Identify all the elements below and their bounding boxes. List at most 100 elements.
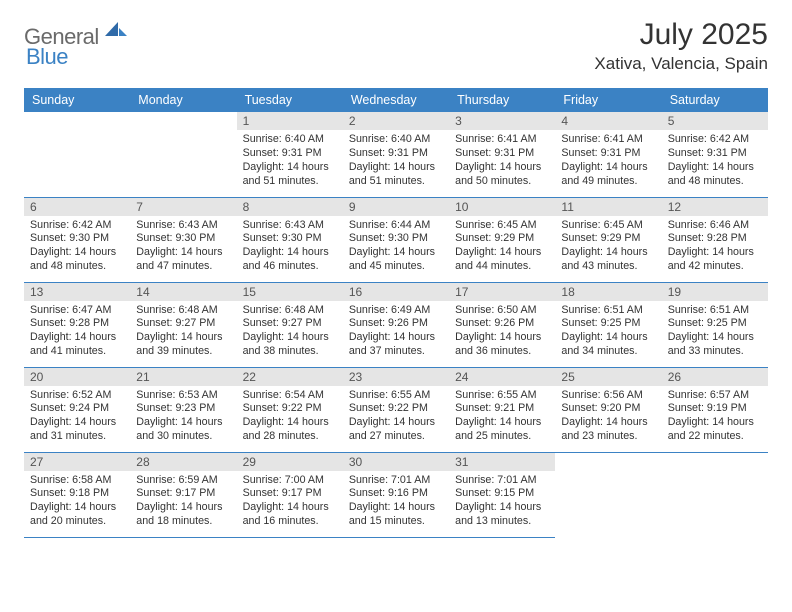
calendar-row: 27 Sunrise: 6:58 AMSunset: 9:18 PMDayligh… xyxy=(24,452,768,537)
day-info: Sunrise: 6:41 AMSunset: 9:31 PMDaylight:… xyxy=(453,133,551,189)
day-cell: 8 Sunrise: 6:43 AMSunset: 9:30 PMDaylight… xyxy=(237,197,343,282)
day-info: Sunrise: 6:43 AMSunset: 9:30 PMDaylight:… xyxy=(241,219,339,275)
calendar-table: SundayMondayTuesdayWednesdayThursdayFrid… xyxy=(24,88,768,538)
day-info: Sunrise: 6:50 AMSunset: 9:26 PMDaylight:… xyxy=(453,304,551,360)
day-cell: 14 Sunrise: 6:48 AMSunset: 9:27 PMDayligh… xyxy=(130,282,236,367)
day-info: Sunrise: 6:45 AMSunset: 9:29 PMDaylight:… xyxy=(453,219,551,275)
day-cell: 29Sunrise: 7:00 AMSunset: 9:17 PMDayligh… xyxy=(237,452,343,537)
day-number: 23 xyxy=(343,368,449,386)
day-cell: 28 Sunrise: 6:59 AMSunset: 9:17 PMDayligh… xyxy=(130,452,236,537)
day-number: 3 xyxy=(449,112,555,130)
day-number: 16 xyxy=(343,283,449,301)
day-cell: 22 Sunrise: 6:54 AMSunset: 9:22 PMDayligh… xyxy=(237,367,343,452)
day-cell: 4 Sunrise: 6:41 AMSunset: 9:31 PMDaylight… xyxy=(555,112,661,197)
day-number: 7 xyxy=(130,198,236,216)
day-number: 26 xyxy=(662,368,768,386)
day-number: 1 xyxy=(237,112,343,130)
column-header: Tuesday xyxy=(237,88,343,112)
column-header: Saturday xyxy=(662,88,768,112)
day-number: 30 xyxy=(343,453,449,471)
day-cell: 20Sunrise: 6:52 AMSunset: 9:24 PMDayligh… xyxy=(24,367,130,452)
day-cell: 25Sunrise: 6:56 AMSunset: 9:20 PMDayligh… xyxy=(555,367,661,452)
brand-word-2: Blue xyxy=(26,44,68,69)
day-info: Sunrise: 6:41 AMSunset: 9:31 PMDaylight:… xyxy=(559,133,657,189)
column-header: Thursday xyxy=(449,88,555,112)
day-cell: 7 Sunrise: 6:43 AMSunset: 9:30 PMDaylight… xyxy=(130,197,236,282)
day-info: Sunrise: 6:48 AMSunset: 9:27 PMDaylight:… xyxy=(134,304,232,360)
day-info: Sunrise: 6:53 AMSunset: 9:23 PMDaylight:… xyxy=(134,389,232,445)
header: General July 2025 Xativa, Valencia, Spai… xyxy=(24,18,768,74)
day-number: 19 xyxy=(662,283,768,301)
day-number: 9 xyxy=(343,198,449,216)
day-number: 25 xyxy=(555,368,661,386)
day-info: Sunrise: 6:42 AMSunset: 9:30 PMDaylight:… xyxy=(28,219,126,275)
day-cell: 30 Sunrise: 7:01 AMSunset: 9:16 PMDayligh… xyxy=(343,452,449,537)
day-cell: 18Sunrise: 6:51 AMSunset: 9:25 PMDayligh… xyxy=(555,282,661,367)
day-cell: 13Sunrise: 6:47 AMSunset: 9:28 PMDayligh… xyxy=(24,282,130,367)
day-info: Sunrise: 6:55 AMSunset: 9:22 PMDaylight:… xyxy=(347,389,445,445)
day-info: Sunrise: 6:43 AMSunset: 9:30 PMDaylight:… xyxy=(134,219,232,275)
day-info: Sunrise: 7:00 AMSunset: 9:17 PMDaylight:… xyxy=(241,474,339,530)
day-number: 4 xyxy=(555,112,661,130)
empty-cell xyxy=(130,112,236,197)
day-cell: 17 Sunrise: 6:50 AMSunset: 9:26 PMDayligh… xyxy=(449,282,555,367)
calendar-row: 20Sunrise: 6:52 AMSunset: 9:24 PMDayligh… xyxy=(24,367,768,452)
day-cell: 16 Sunrise: 6:49 AMSunset: 9:26 PMDayligh… xyxy=(343,282,449,367)
day-number: 31 xyxy=(449,453,555,471)
day-number: 18 xyxy=(555,283,661,301)
day-info: Sunrise: 6:44 AMSunset: 9:30 PMDaylight:… xyxy=(347,219,445,275)
brand-word-2-wrap: Blue xyxy=(26,44,68,70)
day-cell: 10 Sunrise: 6:45 AMSunset: 9:29 PMDayligh… xyxy=(449,197,555,282)
day-number: 28 xyxy=(130,453,236,471)
day-cell: 21 Sunrise: 6:53 AMSunset: 9:23 PMDayligh… xyxy=(130,367,236,452)
day-cell: 1Sunrise: 6:40 AMSunset: 9:31 PMDaylight… xyxy=(237,112,343,197)
day-info: Sunrise: 6:58 AMSunset: 9:18 PMDaylight:… xyxy=(28,474,126,530)
day-info: Sunrise: 6:40 AMSunset: 9:31 PMDaylight:… xyxy=(347,133,445,189)
day-cell: 5Sunrise: 6:42 AMSunset: 9:31 PMDaylight… xyxy=(662,112,768,197)
day-cell: 9 Sunrise: 6:44 AMSunset: 9:30 PMDaylight… xyxy=(343,197,449,282)
column-header: Monday xyxy=(130,88,236,112)
day-number: 15 xyxy=(237,283,343,301)
column-header: Friday xyxy=(555,88,661,112)
day-number: 21 xyxy=(130,368,236,386)
day-info: Sunrise: 6:55 AMSunset: 9:21 PMDaylight:… xyxy=(453,389,551,445)
day-cell: 11 Sunrise: 6:45 AMSunset: 9:29 PMDayligh… xyxy=(555,197,661,282)
day-number: 6 xyxy=(24,198,130,216)
calendar-row: 6 Sunrise: 6:42 AMSunset: 9:30 PMDaylight… xyxy=(24,197,768,282)
day-cell: 24 Sunrise: 6:55 AMSunset: 9:21 PMDayligh… xyxy=(449,367,555,452)
empty-cell xyxy=(555,452,661,537)
day-number: 11 xyxy=(555,198,661,216)
day-number: 22 xyxy=(237,368,343,386)
day-info: Sunrise: 7:01 AMSunset: 9:15 PMDaylight:… xyxy=(453,474,551,530)
day-info: Sunrise: 6:45 AMSunset: 9:29 PMDaylight:… xyxy=(559,219,657,275)
day-number: 24 xyxy=(449,368,555,386)
day-cell: 6 Sunrise: 6:42 AMSunset: 9:30 PMDaylight… xyxy=(24,197,130,282)
day-number: 20 xyxy=(24,368,130,386)
day-cell: 3 Sunrise: 6:41 AMSunset: 9:31 PMDaylight… xyxy=(449,112,555,197)
calendar-row: 13Sunrise: 6:47 AMSunset: 9:28 PMDayligh… xyxy=(24,282,768,367)
day-info: Sunrise: 6:46 AMSunset: 9:28 PMDaylight:… xyxy=(666,219,764,275)
day-info: Sunrise: 6:59 AMSunset: 9:17 PMDaylight:… xyxy=(134,474,232,530)
day-number: 13 xyxy=(24,283,130,301)
title-block: July 2025 Xativa, Valencia, Spain xyxy=(594,18,768,74)
day-cell: 27 Sunrise: 6:58 AMSunset: 9:18 PMDayligh… xyxy=(24,452,130,537)
month-year: July 2025 xyxy=(594,18,768,52)
day-number: 12 xyxy=(662,198,768,216)
brand-sail-icon xyxy=(105,22,127,45)
day-info: Sunrise: 6:49 AMSunset: 9:26 PMDaylight:… xyxy=(347,304,445,360)
day-number: 10 xyxy=(449,198,555,216)
day-cell: 12 Sunrise: 6:46 AMSunset: 9:28 PMDayligh… xyxy=(662,197,768,282)
calendar-row: 1Sunrise: 6:40 AMSunset: 9:31 PMDaylight… xyxy=(24,112,768,197)
day-number: 14 xyxy=(130,283,236,301)
day-cell: 15Sunrise: 6:48 AMSunset: 9:27 PMDayligh… xyxy=(237,282,343,367)
day-number: 27 xyxy=(24,453,130,471)
calendar-body: 1Sunrise: 6:40 AMSunset: 9:31 PMDaylight… xyxy=(24,112,768,537)
empty-cell xyxy=(24,112,130,197)
day-number: 5 xyxy=(662,112,768,130)
day-number: 17 xyxy=(449,283,555,301)
day-number: 8 xyxy=(237,198,343,216)
page: General July 2025 Xativa, Valencia, Spai… xyxy=(0,0,792,548)
day-info: Sunrise: 7:01 AMSunset: 9:16 PMDaylight:… xyxy=(347,474,445,530)
day-cell: 31 Sunrise: 7:01 AMSunset: 9:15 PMDayligh… xyxy=(449,452,555,537)
day-info: Sunrise: 6:54 AMSunset: 9:22 PMDaylight:… xyxy=(241,389,339,445)
